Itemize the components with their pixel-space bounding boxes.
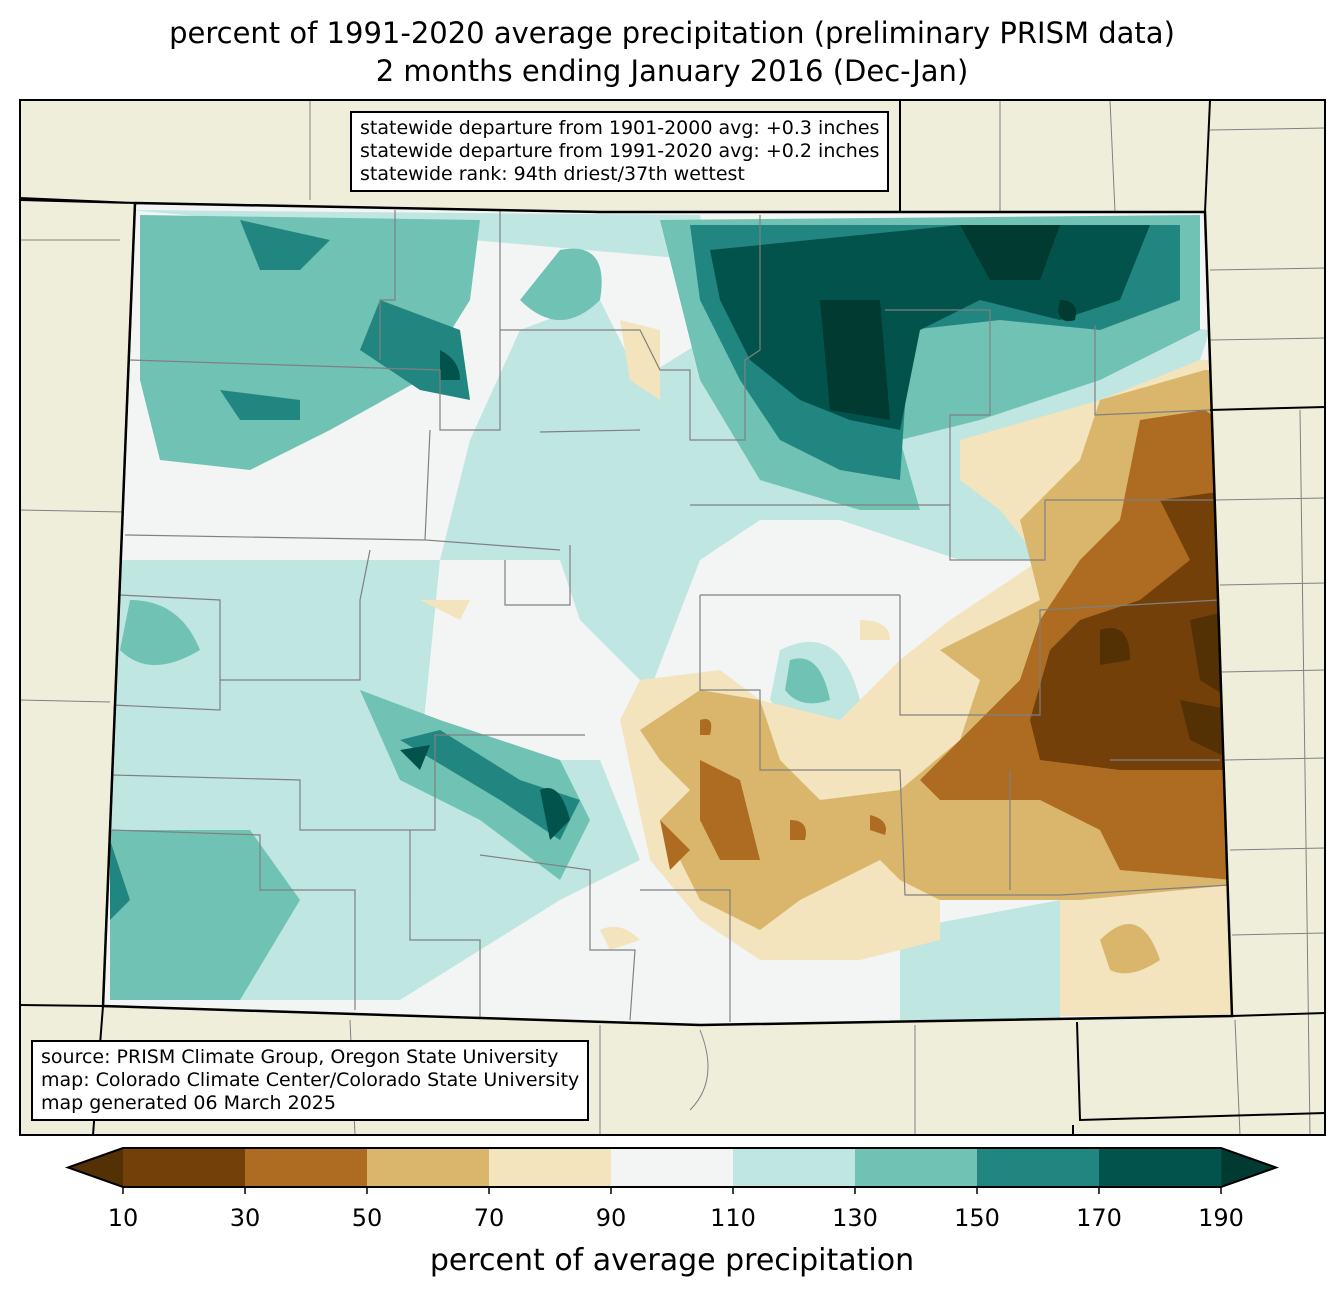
colorbar-swatch [1099, 1148, 1222, 1187]
stats-departure-1901-2000: statewide departure from 1901-2000 avg: … [360, 117, 880, 139]
colorbar-extend-high [1221, 1148, 1276, 1187]
colorbar-tick-label: 30 [229, 1204, 261, 1232]
colorbar-tick-label: 190 [1198, 1204, 1244, 1232]
colorbar-swatch [245, 1148, 368, 1187]
colorbar [65, 1147, 1279, 1194]
colorbar-tick-label: 10 [107, 1204, 139, 1232]
map-credit-line: map: Colorado Climate Center/Colorado St… [41, 1069, 580, 1091]
stats-departure-1991-2020: statewide departure from 1991-2020 avg: … [360, 140, 880, 162]
colorbar-swatch [123, 1148, 246, 1187]
precip-field [103, 203, 1232, 1025]
generated-date-line: map generated 06 March 2025 [41, 1092, 336, 1114]
colorbar-swatch [733, 1148, 856, 1187]
map-title-line1: percent of 1991-2020 average precipitati… [169, 16, 1175, 50]
statewide-stats-box: statewide departure from 1901-2000 avg: … [350, 111, 890, 192]
colorbar-tick-label: 130 [832, 1204, 878, 1232]
colorbar-swatch [611, 1148, 734, 1187]
colorbar-swatch [489, 1148, 612, 1187]
county-lines [111, 210, 1231, 1022]
colorbar-swatch [367, 1148, 490, 1187]
colorbar-tick-label: 110 [710, 1204, 756, 1232]
colorbar-extend-low [68, 1148, 123, 1187]
colorbar-swatch [855, 1148, 978, 1187]
colorbar-tick-label: 90 [595, 1204, 627, 1232]
neighbor-county-lines [20, 100, 1325, 1135]
colorbar-label: percent of average precipitation [429, 1243, 915, 1278]
stats-rank: statewide rank: 94th driest/37th wettest [360, 163, 745, 185]
colorbar-tick-label: 150 [954, 1204, 1000, 1232]
colorbar-tick-label: 170 [1076, 1204, 1122, 1232]
source-box: source: PRISM Climate Group, Oregon Stat… [31, 1040, 590, 1121]
source-line: source: PRISM Climate Group, Oregon Stat… [41, 1046, 559, 1068]
map-frame [19, 99, 1326, 1136]
colorbar-tick-label: 70 [473, 1204, 505, 1232]
colorbar-swatch [977, 1148, 1100, 1187]
map-title-line2: 2 months ending January 2016 (Dec-Jan) [375, 54, 969, 88]
colorbar-tick-label: 50 [351, 1204, 383, 1232]
